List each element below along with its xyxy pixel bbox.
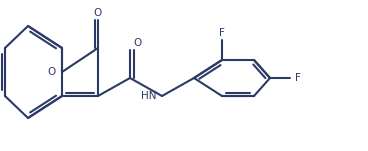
Text: F: F — [295, 73, 301, 83]
Text: O: O — [133, 38, 141, 48]
Text: HN: HN — [142, 91, 157, 101]
Text: O: O — [94, 8, 102, 18]
Text: O: O — [48, 67, 56, 77]
Text: F: F — [219, 28, 225, 38]
